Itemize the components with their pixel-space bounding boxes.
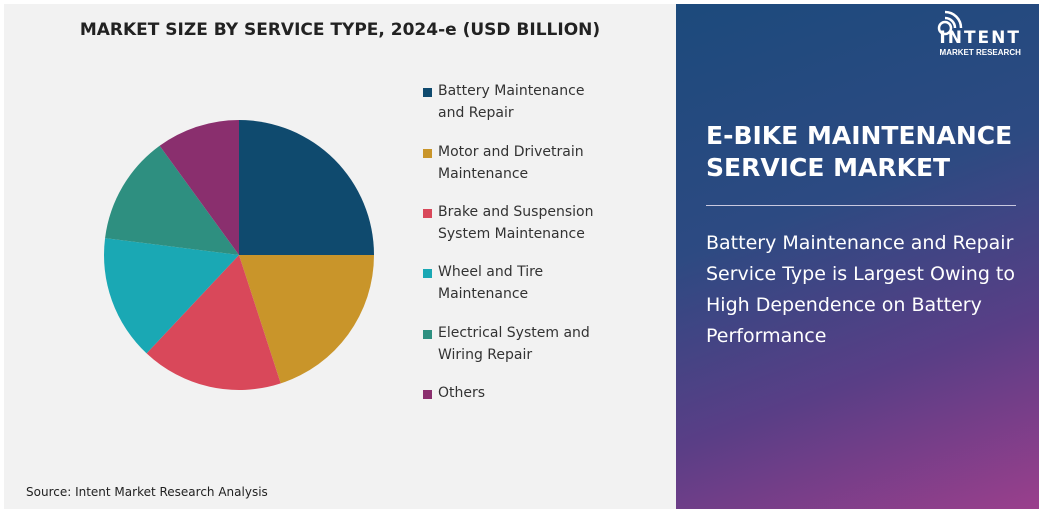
legend-item: Battery Maintenance and Repair (423, 80, 638, 124)
legend-swatch (423, 269, 432, 278)
pie-slice-4 (105, 145, 239, 255)
legend-item: Others (423, 382, 638, 404)
pie-chart (104, 120, 374, 390)
logo-subtitle: MARKET RESEARCH (939, 48, 1021, 57)
legend-label: Brake and Suspension (438, 204, 594, 220)
heading-line: E-BIKE MAINTENANCE (706, 121, 1013, 150)
chart-title: MARKET SIZE BY SERVICE TYPE, 2024-e (USD… (79, 20, 601, 40)
legend-label: Battery Maintenance (438, 83, 585, 99)
legend-item: Wheel and Tire Maintenance (423, 261, 638, 305)
legend-item: Motor and Drivetrain Maintenance (423, 141, 638, 185)
pie-slice-5 (159, 120, 239, 255)
legend-swatch (423, 390, 432, 399)
legend-item: Brake and Suspension System Maintenance (423, 201, 638, 245)
legend-label: Motor and Drivetrain (438, 144, 584, 160)
legend-swatch (423, 149, 432, 158)
pie-slice-2 (146, 255, 281, 390)
pie-slice-3 (104, 238, 239, 354)
legend-swatch (423, 209, 432, 218)
legend-label: Electrical System and (438, 325, 590, 341)
legend-label: Wheel and Tire (438, 264, 544, 280)
legend-label: System Maintenance (438, 226, 585, 242)
legend-label: and Repair (438, 105, 514, 121)
signal-icon (938, 10, 963, 36)
logo: INTENT MARKET RESEARCH (938, 10, 1021, 57)
legend-swatch (423, 88, 432, 97)
divider (706, 205, 1016, 206)
legend-label: Wiring Repair (438, 347, 533, 363)
heading-line: SERVICE MARKET (706, 153, 951, 182)
legend-item: Electrical System and Wiring Repair (423, 322, 638, 366)
pie-slice-0 (239, 120, 374, 255)
pie-slice-1 (239, 255, 374, 384)
info-panel: INTENT MARKET RESEARCH E-BIKE MAINTENANC… (676, 4, 1039, 509)
market-heading: E-BIKE MAINTENANCE SERVICE MARKET (706, 120, 1012, 184)
source-note: Source: Intent Market Research Analysis (26, 485, 268, 499)
logo-name: INTENT (939, 28, 1021, 48)
insight-text: Battery Maintenance and Repair Service T… (706, 232, 1015, 347)
legend-swatch (423, 330, 432, 339)
chart-panel: MARKET SIZE BY SERVICE TYPE, 2024-e (USD… (4, 4, 676, 509)
legend-label: Maintenance (438, 286, 529, 302)
legend-label: Maintenance (438, 166, 529, 182)
legend-label: Others (438, 385, 486, 401)
